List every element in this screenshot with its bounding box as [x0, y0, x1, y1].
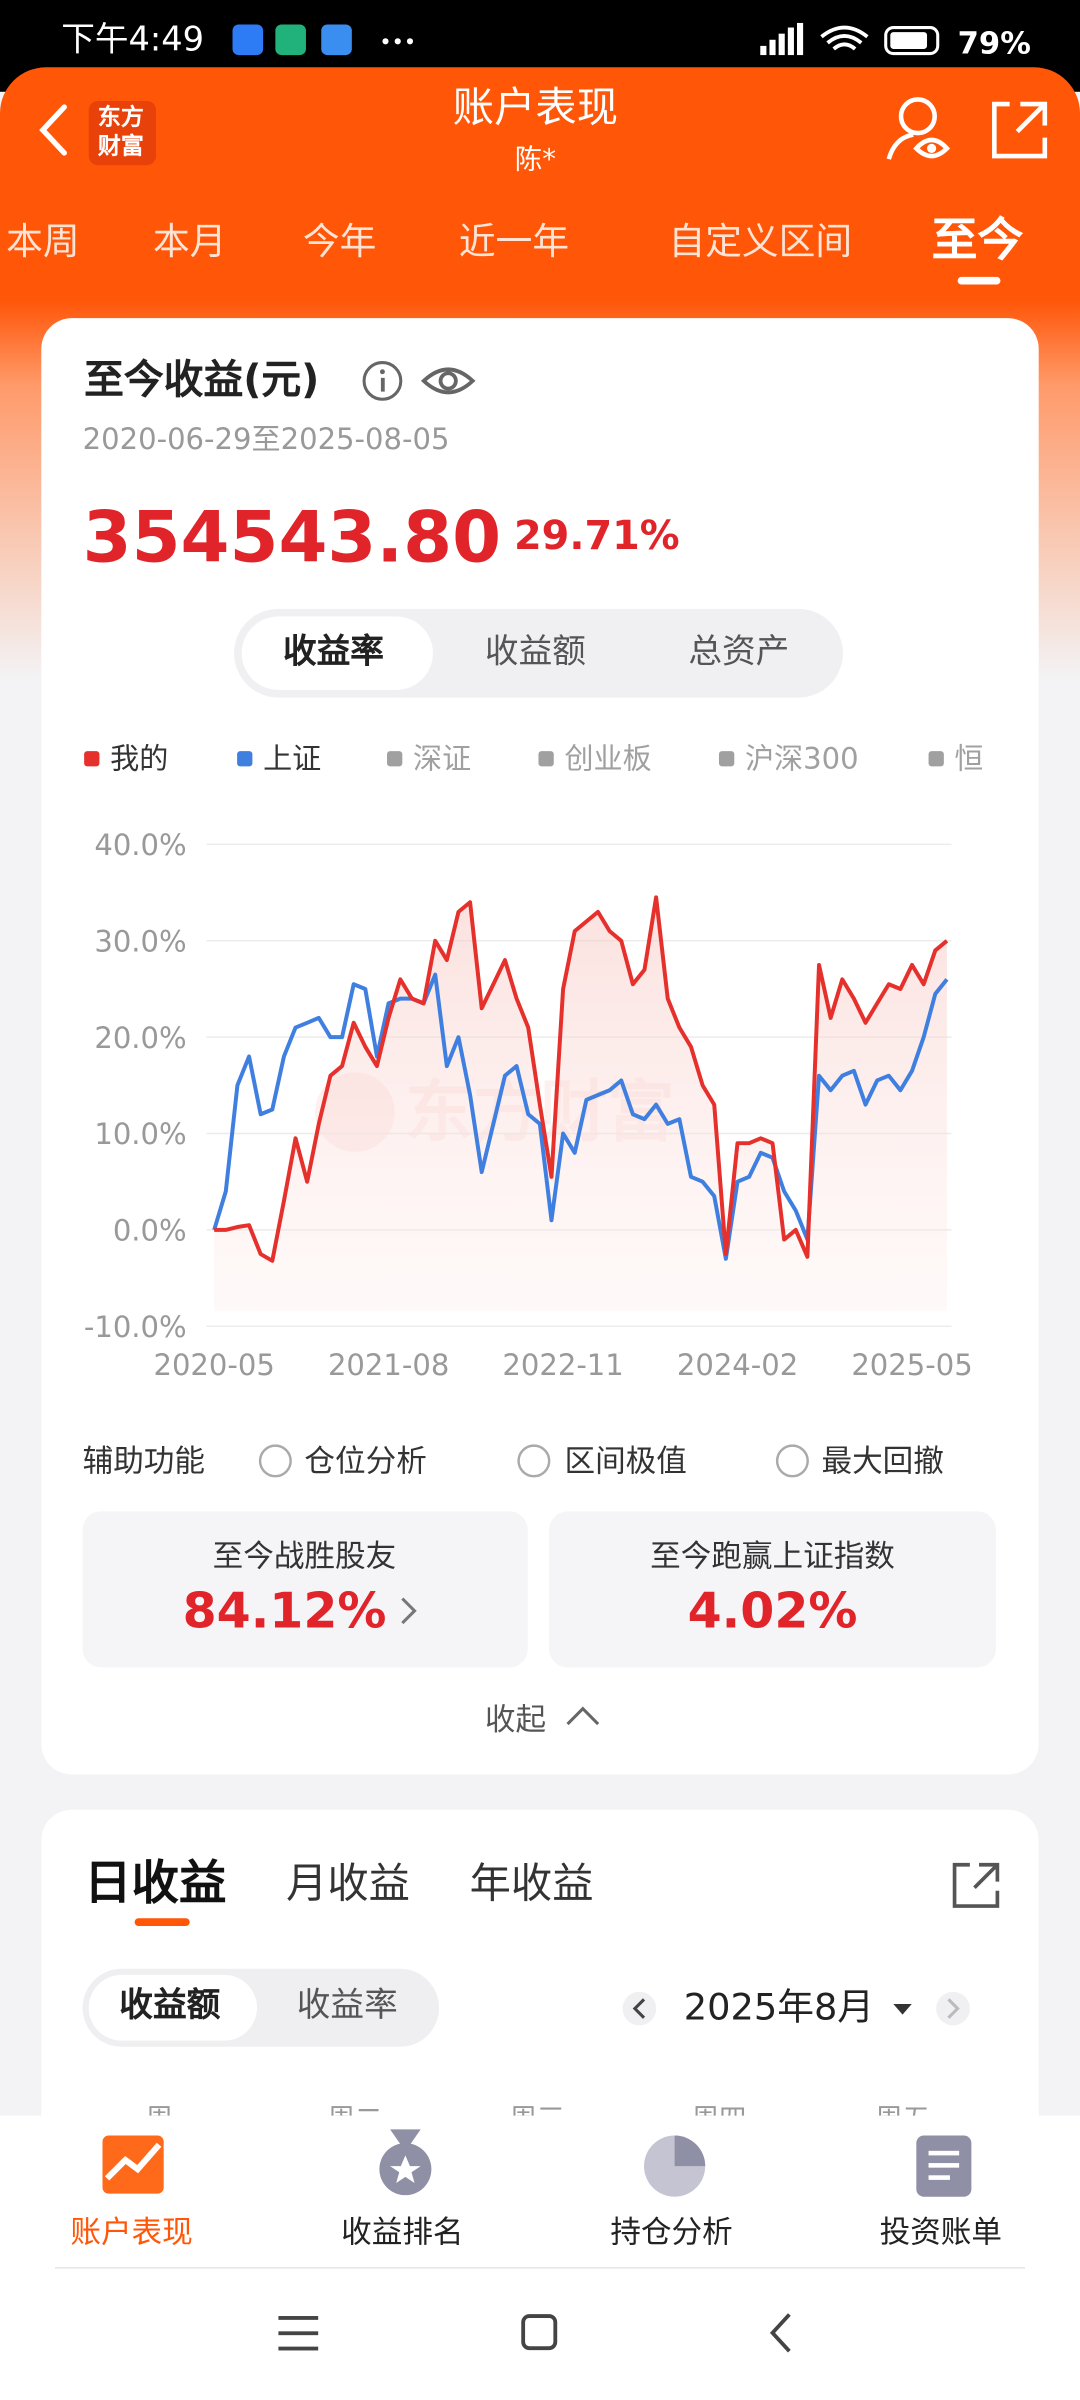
legend-label[interactable]: 恒: [954, 742, 983, 777]
page-title: 账户表现: [452, 84, 619, 133]
info-eye-icons[interactable]: [355, 355, 493, 410]
period-tab[interactable]: 本周: [6, 220, 80, 264]
period-tab[interactable]: 近一年: [458, 220, 570, 264]
stat-label: 至今战胜股友: [212, 1537, 397, 1575]
nav-label[interactable]: 收益排名: [341, 2213, 464, 2251]
series-line: [212, 972, 949, 1261]
aux-option[interactable]: 仓位分析: [304, 1442, 427, 1480]
y-tick-label: 30.0%: [94, 925, 186, 959]
legend-label[interactable]: 深证: [413, 742, 472, 777]
month-picker-icons[interactable]: [620, 1986, 972, 2032]
chevron-up[interactable]: [563, 1701, 603, 1732]
bottom-nav: [0, 2115, 1080, 2400]
legend: 我的 上证 深证 创业板 沪深300 恒: [76, 734, 982, 786]
stat-value: 4.02%: [687, 1581, 858, 1640]
chart-tab[interactable]: 收益额: [484, 633, 586, 672]
profit-rate: 29.71%: [513, 513, 680, 560]
period-tab[interactable]: 今年: [302, 220, 377, 264]
legend-swatch: [84, 751, 100, 767]
segment-active: [241, 616, 433, 690]
aux-label: 辅助功能: [82, 1442, 205, 1480]
x-tick-label: 2024-02: [677, 1348, 798, 1382]
logo-text: 财富: [97, 132, 144, 160]
system-nav[interactable]: [0, 2302, 1080, 2363]
legend-swatch: [237, 751, 253, 767]
y-tick-label: -10.0%: [84, 1310, 187, 1344]
tab-indicator: [957, 276, 1001, 285]
legend-swatch: [387, 751, 403, 767]
summary-title: 至今收益(元): [84, 357, 320, 404]
aux-option[interactable]: 最大回撤: [821, 1442, 944, 1480]
collapse-button[interactable]: 收起: [484, 1701, 547, 1738]
stat-box[interactable]: [82, 1511, 528, 1668]
share-icon[interactable]: [948, 1857, 1003, 1912]
daily-tab[interactable]: 月收益: [286, 1860, 410, 1909]
chevron-right: [401, 1597, 417, 1625]
nav-label[interactable]: 持仓分析: [610, 2213, 733, 2251]
series-line: [214, 895, 949, 1263]
toggle-option[interactable]: 收益率: [296, 1987, 398, 2026]
legend-swatch: [718, 751, 735, 767]
legend-label[interactable]: 创业板: [564, 742, 652, 777]
stat-label: 至今跑赢上证指数: [650, 1537, 895, 1575]
period-tab[interactable]: 至今: [931, 214, 1024, 268]
back-logo[interactable]: [31, 95, 169, 171]
radio-buttons[interactable]: [252, 1438, 833, 1484]
profit-amount: 354543.80: [82, 495, 502, 579]
stat-value: 84.12%: [182, 1581, 387, 1640]
tab-indicator: [134, 1918, 190, 1926]
daily-tab[interactable]: 年收益: [469, 1860, 594, 1909]
y-tick-label: 40.0%: [94, 828, 186, 862]
y-tick-label: 10.0%: [94, 1117, 186, 1151]
legend-label[interactable]: 上证: [263, 742, 322, 777]
period-tab[interactable]: 自定义区间: [668, 220, 853, 264]
chart-tab[interactable]: 总资产: [688, 633, 790, 672]
status-time: 下午4:49: [61, 21, 205, 60]
x-tick-label: 2020-05: [153, 1348, 274, 1382]
logo-text: 东方: [97, 103, 144, 131]
date-range: 2020-06-29至2025-08-05: [82, 422, 450, 457]
daily-tab[interactable]: 日收益: [84, 1856, 227, 1912]
x-tick-label: 2025-05: [851, 1348, 972, 1382]
status-icons: [232, 24, 414, 56]
toggle-option[interactable]: 收益额: [119, 1987, 221, 2026]
chart-tab[interactable]: 收益率: [282, 633, 384, 672]
legend-swatch: [538, 751, 554, 767]
line-chart: 东方财富-10.0%0.0%10.0%20.0%30.0%40.0%2020-0…: [84, 828, 973, 1382]
divider: [55, 2267, 1025, 2269]
aux-option[interactable]: 区间极值: [564, 1442, 687, 1480]
toggle-active: [88, 1974, 257, 2041]
y-tick-label: 20.0%: [94, 1021, 186, 1055]
page-subtitle: 陈*: [514, 143, 557, 176]
x-tick-label: 2022-11: [502, 1348, 623, 1382]
period-tab[interactable]: 本月: [152, 220, 227, 264]
nav-icons[interactable]: [0, 2126, 1080, 2202]
signal-icons: [760, 22, 940, 56]
y-tick-label: 0.0%: [113, 1214, 187, 1248]
battery-level: 79%: [957, 24, 1031, 62]
month-picker[interactable]: 2025年8月: [683, 1985, 875, 2029]
nav-label[interactable]: 投资账单: [879, 2213, 1002, 2251]
header-icons[interactable]: [880, 92, 1064, 168]
legend-label[interactable]: 沪深300: [744, 742, 859, 777]
legend-swatch: [928, 751, 944, 767]
legend-label[interactable]: 我的: [110, 742, 169, 777]
x-tick-label: 2021-08: [328, 1348, 449, 1382]
stat-box: [549, 1511, 996, 1668]
nav-label[interactable]: 账户表现: [70, 2213, 193, 2251]
